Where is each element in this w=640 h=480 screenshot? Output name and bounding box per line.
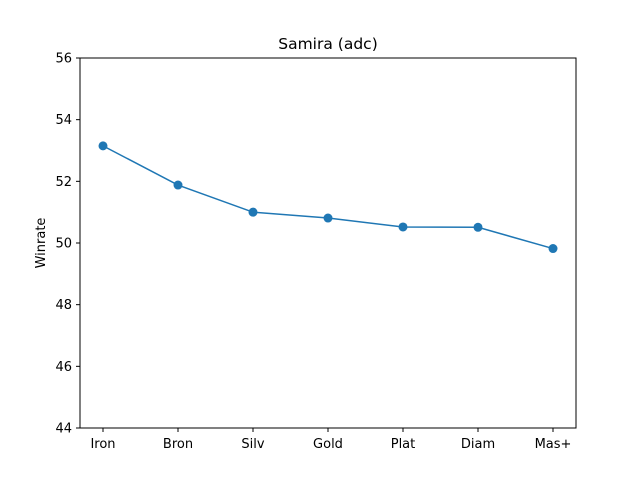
x-tick-label: Gold	[313, 437, 343, 452]
x-tick-label: Bron	[163, 437, 193, 452]
y-tick-label: 56	[55, 52, 72, 67]
x-tick-label: Diam	[461, 437, 495, 452]
x-tick-label: Mas+	[535, 437, 572, 452]
y-tick-label: 48	[55, 298, 72, 313]
data-point	[323, 213, 333, 223]
data-point	[98, 141, 108, 151]
data-point	[398, 222, 408, 232]
y-axis-label: Winrate	[34, 218, 49, 269]
x-tick-label: Iron	[90, 437, 115, 452]
x-tick-label: Plat	[391, 437, 416, 452]
data-point	[473, 222, 483, 232]
data-point	[248, 207, 258, 217]
y-tick-label: 44	[55, 422, 72, 437]
y-tick-label: 52	[55, 175, 72, 190]
plot-frame	[79, 57, 577, 429]
data-point	[173, 180, 183, 190]
y-tick-label: 54	[55, 113, 72, 128]
y-tick-label: 50	[55, 237, 72, 252]
data-point	[548, 244, 558, 254]
plot-area: 44 46 48 50 52 54 56 Iron Bron Silv Gold Plat Diam Ma…	[55, 52, 571, 453]
chart-title: Samira (adc)	[278, 35, 378, 53]
x-tick-label: Silv	[241, 437, 264, 452]
y-tick-label: 46	[55, 360, 72, 375]
